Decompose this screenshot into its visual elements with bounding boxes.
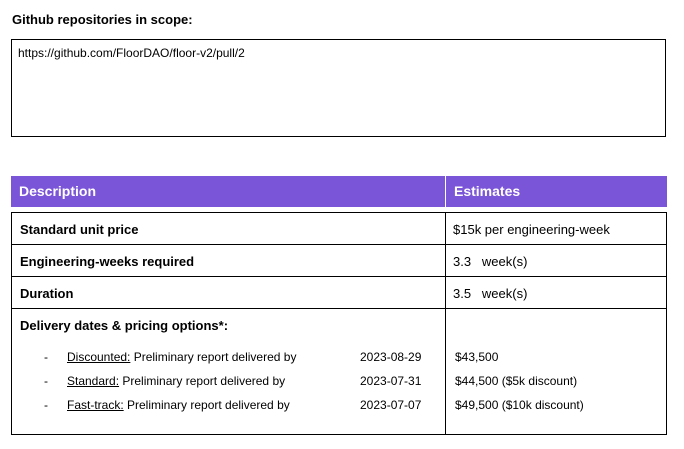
option-line: Fast-track: Preliminary report delivered… — [67, 398, 290, 412]
option-price: $49,500 ($10k discount) — [455, 398, 584, 412]
unit-price-label: Standard unit price — [20, 222, 139, 237]
option-name-standard: Standard: — [67, 374, 120, 388]
option-price: $43,500 — [455, 350, 499, 364]
delivery-label: Delivery dates & pricing options*: — [20, 318, 229, 333]
column-divider — [445, 213, 446, 434]
option-text: Preliminary report delivered by — [130, 350, 297, 364]
option-date: 2023-08-29 — [360, 350, 422, 364]
option-price: $44,500 ($5k discount) — [455, 374, 578, 388]
option-name-discounted: Discounted: — [67, 350, 131, 364]
option-date: 2023-07-31 — [360, 374, 422, 388]
option-bullet: - — [44, 398, 48, 412]
repository-url[interactable]: https://github.com/FloorDAO/floor-v2/pul… — [18, 46, 245, 60]
option-text: Preliminary report delivered by — [123, 398, 290, 412]
duration-label: Duration — [20, 286, 74, 301]
header-estimates: Estimates — [445, 176, 667, 207]
option-text: Preliminary report delivered by — [119, 374, 286, 388]
option-line: Standard: Preliminary report delivered b… — [67, 374, 285, 388]
row-divider — [12, 276, 666, 277]
unit-price-value: $15k per engineering-week — [453, 222, 610, 237]
repositories-heading: Github repositories in scope: — [12, 12, 193, 27]
eng-weeks-value: 3.3 week(s) — [453, 254, 528, 269]
repositories-box: https://github.com/FloorDAO/floor-v2/pul… — [11, 39, 666, 137]
duration-value: 3.5 week(s) — [453, 286, 528, 301]
eng-weeks-label: Engineering-weeks required — [20, 254, 195, 269]
option-date: 2023-07-07 — [360, 398, 422, 412]
option-name-fast-track: Fast-track: — [67, 398, 124, 412]
option-line: Discounted: Preliminary report delivered… — [67, 350, 296, 364]
row-divider — [12, 308, 666, 309]
pricing-table: Description Estimates Standard unit pric… — [11, 176, 667, 435]
option-bullet: - — [44, 350, 48, 364]
table-body: Standard unit price $15k per engineering… — [11, 212, 667, 435]
header-description: Description — [11, 176, 445, 207]
row-divider — [12, 244, 666, 245]
option-bullet: - — [44, 374, 48, 388]
